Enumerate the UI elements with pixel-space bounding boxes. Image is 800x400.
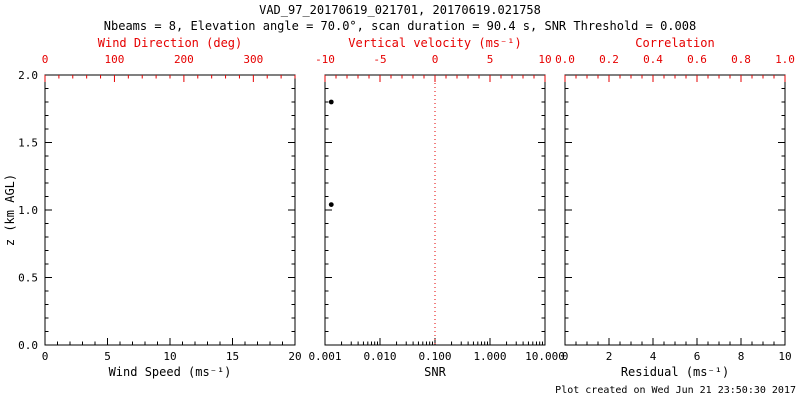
- svg-text:0.0: 0.0: [555, 53, 575, 66]
- svg-text:15: 15: [226, 350, 239, 363]
- svg-text:Vertical velocity (ms⁻¹): Vertical velocity (ms⁻¹): [348, 36, 521, 50]
- svg-text:2.0: 2.0: [18, 69, 38, 82]
- svg-text:10: 10: [778, 350, 791, 363]
- svg-text:200: 200: [174, 53, 194, 66]
- plot-created-timestamp: Plot created on Wed Jun 21 23:50:30 2017: [555, 385, 796, 396]
- svg-text:-5: -5: [373, 53, 386, 66]
- svg-text:1.5: 1.5: [18, 137, 38, 150]
- svg-text:1.0: 1.0: [775, 53, 795, 66]
- svg-text:SNR: SNR: [424, 365, 446, 379]
- svg-text:10: 10: [163, 350, 176, 363]
- svg-text:0.010: 0.010: [363, 350, 396, 363]
- svg-text:4: 4: [650, 350, 657, 363]
- plot-subtitle: Nbeams = 8, Elevation angle = 70.0°, sca…: [103, 19, 697, 33]
- svg-text:z (km AGL): z (km AGL): [3, 174, 17, 246]
- svg-text:5: 5: [104, 350, 111, 363]
- svg-text:Wind Speed (ms⁻¹): Wind Speed (ms⁻¹): [109, 365, 232, 379]
- svg-text:-10: -10: [315, 53, 335, 66]
- svg-text:Residual (ms⁻¹): Residual (ms⁻¹): [621, 365, 729, 379]
- svg-text:0.8: 0.8: [731, 53, 751, 66]
- svg-text:0.5: 0.5: [18, 272, 38, 285]
- svg-text:1.0: 1.0: [18, 204, 38, 217]
- svg-text:0.100: 0.100: [418, 350, 451, 363]
- svg-text:1.000: 1.000: [473, 350, 506, 363]
- svg-text:Wind Direction (deg): Wind Direction (deg): [98, 36, 243, 50]
- svg-text:100: 100: [105, 53, 125, 66]
- svg-text:6: 6: [694, 350, 701, 363]
- svg-text:2: 2: [606, 350, 613, 363]
- svg-text:300: 300: [243, 53, 263, 66]
- svg-text:0.001: 0.001: [308, 350, 341, 363]
- svg-text:10.000: 10.000: [525, 350, 565, 363]
- svg-text:0: 0: [562, 350, 569, 363]
- svg-text:0.4: 0.4: [643, 53, 663, 66]
- svg-text:8: 8: [738, 350, 745, 363]
- svg-text:0: 0: [42, 350, 49, 363]
- svg-text:5: 5: [487, 53, 494, 66]
- svg-text:0.2: 0.2: [599, 53, 619, 66]
- svg-text:Correlation: Correlation: [635, 36, 714, 50]
- svg-text:0.0: 0.0: [18, 339, 38, 352]
- plot-title: VAD_97_20170619_021701, 20170619.021758: [259, 3, 541, 17]
- svg-text:0: 0: [432, 53, 439, 66]
- svg-text:10: 10: [538, 53, 551, 66]
- svg-text:0.6: 0.6: [687, 53, 707, 66]
- svg-text:0: 0: [42, 53, 49, 66]
- svg-text:20: 20: [288, 350, 301, 363]
